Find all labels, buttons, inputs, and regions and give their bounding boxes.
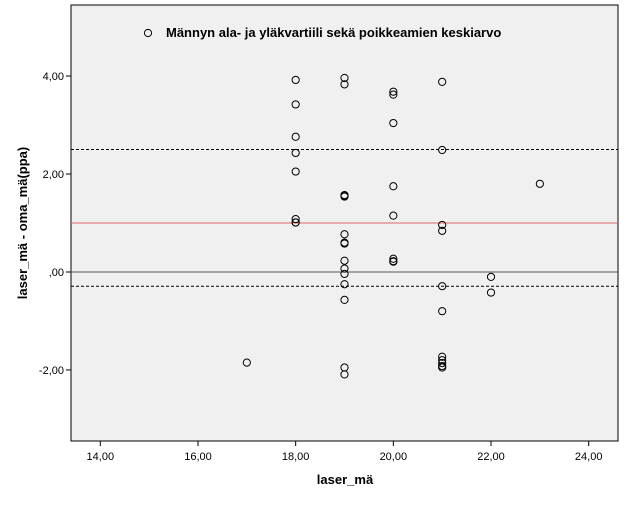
data-point xyxy=(291,132,300,141)
data-point xyxy=(438,77,447,87)
data-point xyxy=(389,182,398,191)
legend-label: Männyn ala- ja yläkvartiili sekä poikkea… xyxy=(166,25,501,40)
data-point xyxy=(340,230,349,239)
data-point xyxy=(291,214,300,224)
data-point xyxy=(291,218,300,227)
data-point xyxy=(389,118,398,128)
data-point xyxy=(389,87,398,96)
data-point xyxy=(535,179,544,188)
x-axis-title: laser_mä xyxy=(317,472,374,487)
x-tick-label: 22,00 xyxy=(477,451,505,463)
data-point xyxy=(340,280,349,289)
data-point xyxy=(438,226,447,235)
data-point xyxy=(291,148,300,158)
data-point xyxy=(291,75,300,85)
data-point xyxy=(438,359,447,368)
data-point xyxy=(291,167,300,176)
data-point xyxy=(340,295,349,305)
data-point xyxy=(340,191,349,201)
data-point xyxy=(486,272,496,281)
data-points xyxy=(242,73,544,379)
data-point xyxy=(340,73,349,83)
data-point xyxy=(340,269,349,279)
data-point xyxy=(438,282,447,291)
data-point xyxy=(291,100,300,109)
legend: Männyn ala- ja yläkvartiili sekä poikkea… xyxy=(143,25,501,40)
y-axis-title: laser_mä - oma_mä(ppa) xyxy=(15,147,30,299)
data-point xyxy=(340,264,349,273)
data-point xyxy=(438,220,447,230)
data-point xyxy=(340,370,349,379)
data-point xyxy=(438,307,447,316)
data-point xyxy=(486,288,496,297)
data-point xyxy=(438,145,447,155)
data-point xyxy=(242,358,251,367)
data-point xyxy=(389,254,398,263)
y-tick-label: -2,00 xyxy=(39,365,64,377)
data-point xyxy=(340,239,349,248)
legend-marker-icon xyxy=(143,28,153,38)
y-tick-label: 2,00 xyxy=(43,169,64,181)
data-point xyxy=(389,211,398,220)
y-tick-label: ,00 xyxy=(49,267,64,279)
x-tick-label: 14,00 xyxy=(87,451,115,463)
x-tick-label: 16,00 xyxy=(184,451,212,463)
data-point xyxy=(438,352,447,361)
x-tick-label: 20,00 xyxy=(380,451,408,463)
data-point xyxy=(340,256,349,265)
data-point xyxy=(438,363,447,372)
x-tick-label: 18,00 xyxy=(282,451,310,463)
data-point xyxy=(389,257,398,266)
y-axis: -2,00 ,00 2,00 4,00 xyxy=(39,71,71,377)
data-point xyxy=(389,90,398,99)
data-point xyxy=(340,80,349,89)
x-axis: 14,00 16,00 18,00 20,00 22,00 24,00 xyxy=(87,441,603,463)
x-tick-label: 24,00 xyxy=(575,451,603,463)
y-tick-label: 4,00 xyxy=(43,71,64,83)
